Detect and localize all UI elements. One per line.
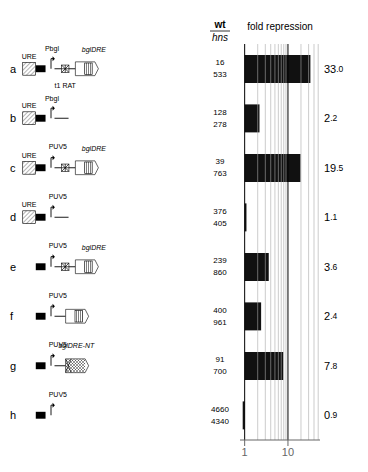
svg-text:400: 400 xyxy=(213,306,227,315)
svg-text:g: g xyxy=(10,360,16,372)
svg-text:wt: wt xyxy=(213,19,226,30)
svg-text:bglDRE: bglDRE xyxy=(82,46,106,54)
svg-text:961: 961 xyxy=(213,318,227,327)
svg-text:f: f xyxy=(10,310,14,322)
svg-text:b: b xyxy=(10,112,16,124)
svg-text:376: 376 xyxy=(213,207,227,216)
svg-text:t1 RAT: t1 RAT xyxy=(55,82,77,89)
svg-text:bglDRE: bglDRE xyxy=(82,244,106,252)
svg-text:bglDRE: bglDRE xyxy=(82,145,106,153)
svg-text:URE: URE xyxy=(22,53,37,60)
svg-text:0.9: 0.9 xyxy=(324,409,337,421)
svg-text:860: 860 xyxy=(213,268,227,277)
svg-text:2.4: 2.4 xyxy=(324,310,337,322)
svg-text:1: 1 xyxy=(242,446,248,458)
svg-text:700: 700 xyxy=(213,367,227,376)
svg-text:763: 763 xyxy=(213,169,227,178)
svg-text:39: 39 xyxy=(216,157,225,166)
svg-text:2.2: 2.2 xyxy=(324,112,337,124)
svg-text:1.1: 1.1 xyxy=(324,211,337,223)
svg-text:405: 405 xyxy=(213,219,227,228)
svg-text:278: 278 xyxy=(213,120,227,129)
svg-text:10: 10 xyxy=(282,446,294,458)
svg-text:e: e xyxy=(10,261,16,273)
svg-text:Pbgl: Pbgl xyxy=(45,45,59,53)
svg-text:PUV5: PUV5 xyxy=(49,391,67,398)
svg-text:128: 128 xyxy=(213,108,227,117)
svg-text:PUV5: PUV5 xyxy=(49,242,67,249)
svg-text:3.6: 3.6 xyxy=(324,261,337,273)
svg-text:fold repression: fold repression xyxy=(247,21,313,32)
svg-text:c: c xyxy=(10,162,16,174)
svg-text:PUV5: PUV5 xyxy=(49,193,67,200)
svg-text:URE: URE xyxy=(22,102,37,109)
svg-text:URE: URE xyxy=(22,152,37,159)
svg-text:4660: 4660 xyxy=(211,405,229,414)
svg-text:239: 239 xyxy=(213,256,227,265)
svg-text:4340: 4340 xyxy=(211,417,229,426)
svg-text:19.5: 19.5 xyxy=(324,162,344,174)
svg-text:a: a xyxy=(10,63,17,75)
svg-text:33.0: 33.0 xyxy=(324,63,344,75)
svg-text:PUV5: PUV5 xyxy=(49,292,67,299)
svg-text:bglDRE-NT: bglDRE-NT xyxy=(58,342,95,350)
svg-text:16: 16 xyxy=(216,58,225,67)
svg-text:h: h xyxy=(10,409,16,421)
svg-text:7.8: 7.8 xyxy=(324,360,337,372)
svg-text:PUV5: PUV5 xyxy=(49,143,67,150)
svg-text:533: 533 xyxy=(213,70,227,79)
svg-text:91: 91 xyxy=(216,355,225,364)
svg-text:d: d xyxy=(10,211,16,223)
svg-text:hns: hns xyxy=(212,32,228,43)
svg-text:Pbgl: Pbgl xyxy=(45,95,59,103)
svg-text:URE: URE xyxy=(22,201,37,208)
